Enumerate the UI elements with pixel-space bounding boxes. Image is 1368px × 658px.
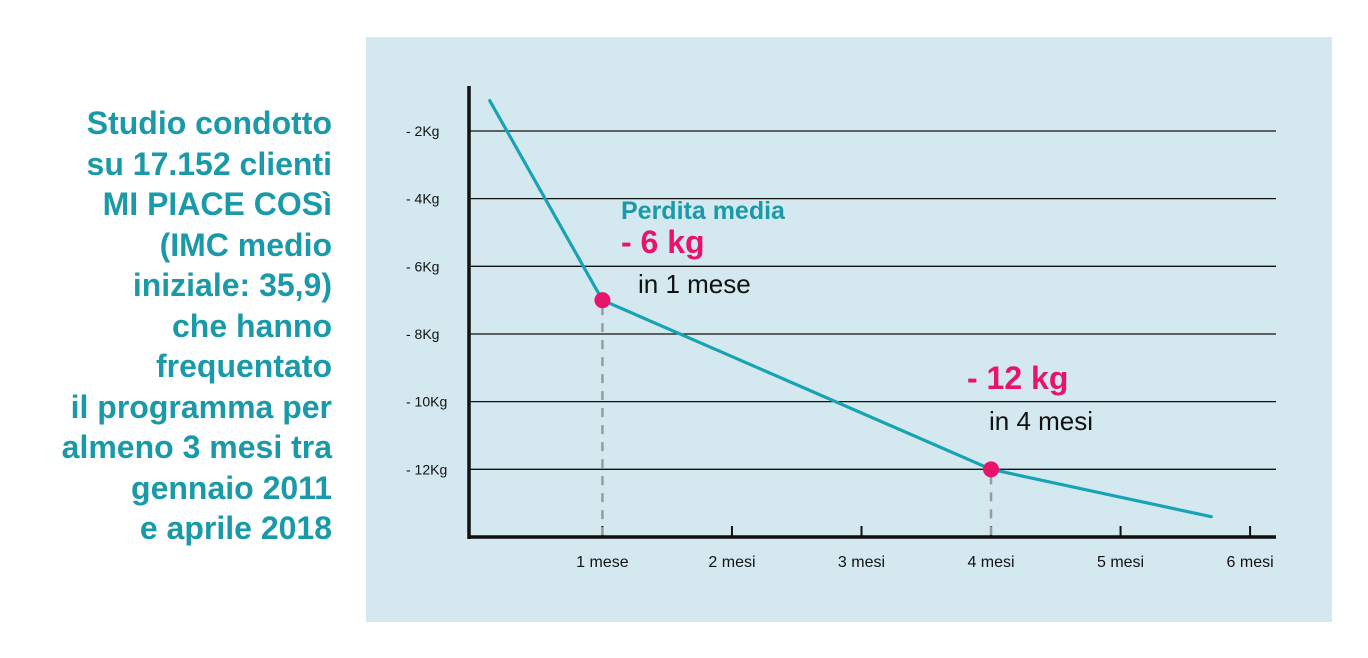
series-lines	[488, 98, 1213, 519]
chart-panel: - 2Kg - 4Kg - 6Kg - 8Kg - 10Kg - 12Kg 1 mese 2…	[366, 37, 1332, 622]
description-line: gennaio 2011	[131, 469, 332, 506]
y-tick-label: - 2Kg	[406, 123, 439, 139]
x-tick-label: 4 mesi	[967, 554, 1014, 571]
x-tick-label: 3 mesi	[838, 554, 885, 571]
description-line: su 17.152 clienti	[86, 145, 332, 182]
study-description: Studio condotto su 17.152 clienti MI PIACE…	[10, 103, 332, 549]
description-line: MI PIACE COSì	[102, 186, 332, 222]
annotation-second-value: - 12 kg	[967, 360, 1068, 396]
series-line	[488, 98, 1213, 519]
y-tick-label: - 6Kg	[406, 258, 439, 274]
axes	[467, 86, 1276, 539]
description-line: iniziale: 35,9)	[132, 267, 332, 303]
y-tick-label: - 10Kg	[406, 394, 447, 410]
data-point	[594, 292, 611, 309]
description-line: il programma per	[70, 388, 332, 425]
description-line: frequentato	[156, 348, 332, 384]
data-point	[983, 461, 1000, 478]
weight-loss-chart: - 2Kg - 4Kg - 6Kg - 8Kg - 10Kg - 12Kg 1 mese 2…	[406, 86, 1276, 571]
annotation-first-value: - 6 kg	[621, 224, 705, 260]
y-tick-label: - 12Kg	[406, 461, 447, 477]
description-line: Studio condotto	[86, 105, 332, 141]
annotation-title: Perdita media	[621, 197, 786, 225]
x-tick-label: 1 mese	[576, 554, 629, 571]
annotation-second-period: in 4 mesi	[989, 406, 1093, 436]
description-line: almeno 3 mesi tra	[61, 429, 332, 465]
description-line: che hanno	[171, 307, 332, 344]
highlight-points	[594, 292, 1000, 478]
grid-lines	[469, 130, 1276, 470]
description-line: (IMC medio	[159, 226, 332, 263]
description-line: e aprile 2018	[139, 510, 332, 546]
x-tick-labels: 1 mese 2 mesi 3 mesi 4 mesi 5 mesi 6 mesi	[576, 554, 1273, 571]
x-tick-label: 5 mesi	[1097, 554, 1144, 571]
y-tick-labels: - 2Kg - 4Kg - 6Kg - 8Kg - 10Kg - 12Kg	[406, 123, 447, 477]
y-tick-label: - 8Kg	[406, 326, 439, 342]
y-tick-label: - 4Kg	[406, 191, 439, 207]
x-tick-label: 6 mesi	[1227, 554, 1274, 571]
highlight-guides	[601, 306, 993, 535]
annotations: Perdita media - 6 kg in 1 mese - 12 kg i…	[621, 197, 1093, 436]
annotation-first-period: in 1 mese	[638, 269, 751, 299]
x-tick-label: 2 mesi	[708, 554, 755, 571]
